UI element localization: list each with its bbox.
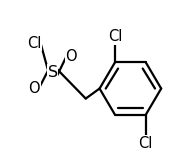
Text: O: O (28, 81, 40, 96)
Text: Cl: Cl (139, 136, 153, 151)
Text: O: O (65, 49, 77, 64)
Text: Cl: Cl (27, 36, 41, 51)
Text: S: S (47, 65, 58, 80)
Text: Cl: Cl (108, 29, 122, 45)
